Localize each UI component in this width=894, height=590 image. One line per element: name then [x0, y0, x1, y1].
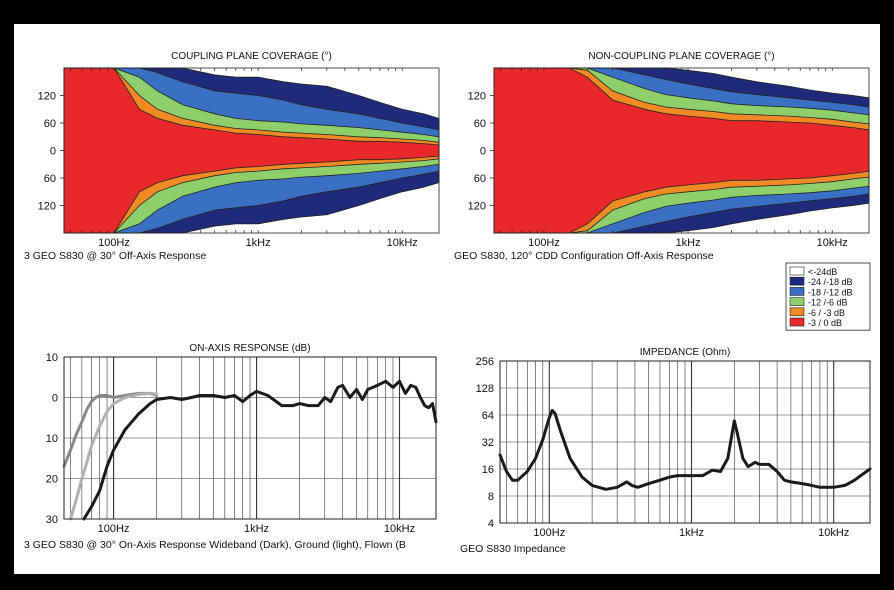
y-tick-label: 60	[474, 173, 486, 185]
y-tick-label: 8	[488, 491, 494, 503]
x-tick-label: 1kHz	[244, 523, 269, 535]
plot-frame	[63, 356, 437, 520]
x-tick-label: 100Hz	[528, 237, 560, 249]
x-tick-label: 100Hz	[98, 523, 130, 535]
y-tick-label: 120	[38, 91, 56, 103]
y-tick-label: 20	[46, 474, 58, 486]
line-chart-2: 10 0 10 20 30 ON-AXIS RESPONSE (dB) 3 GEO S830…	[24, 343, 438, 551]
x-tick-label: 1kHz	[246, 237, 271, 249]
x-tick-label: 100Hz	[98, 237, 130, 249]
legend-label: <-24dB	[808, 267, 837, 277]
y-tick-label: 0	[480, 146, 486, 158]
y-tick-label: 0	[50, 146, 56, 158]
chart-title: COUPLING PLANE COVERAGE (°)	[171, 51, 332, 62]
legend-label: -24 /-18 dB	[808, 277, 853, 287]
charts-canvas: COUPLING PLANE COVERAGE (°) 3 GEO S830 @ …	[24, 51, 872, 555]
x-tick-label: 10kHz	[817, 237, 848, 249]
x-tick-label: 10kHz	[384, 523, 415, 535]
legend-label: -6 / -3 dB	[808, 308, 845, 318]
coverage-chart-1: NON-COUPLING PLANE COVERAGE (°) GEO S830,…	[454, 51, 870, 262]
y-tick-label: 32	[482, 437, 494, 449]
y-tick-label: 30	[46, 514, 58, 526]
y-tick-label: 4	[488, 518, 494, 530]
y-tick-label: 60	[44, 118, 56, 130]
chart-caption: 3 GEO S830 @ 30° On-Axis Response Wideba…	[24, 539, 406, 551]
line-chart-3: 256 128 64 32 16 8 4 IMPEDANCE (Ohm) GEO S830 Im…	[460, 347, 872, 555]
y-tick-label: 120	[468, 201, 486, 213]
series-line	[498, 408, 872, 491]
chart-caption: GEO S830 Impedance	[460, 543, 566, 555]
y-tick-label: 16	[482, 464, 494, 476]
y-tick-label: 0	[52, 393, 58, 405]
legend-label: -3 / 0 dB	[808, 318, 842, 328]
legend-swatch	[789, 317, 805, 327]
y-tick-label: 120	[468, 91, 486, 103]
spec-sheet: COUPLING PLANE COVERAGE (°) 3 GEO S830 @ …	[14, 24, 880, 574]
chart-title: NON-COUPLING PLANE COVERAGE (°)	[588, 51, 774, 62]
chart-caption: 3 GEO S830 @ 30° Off-Axis Response	[24, 250, 206, 262]
legend-swatch	[789, 276, 805, 286]
coverage-legend: <-24dB-24 /-18 dB-18 /-12 dB-12 /-6 dB-6…	[785, 262, 871, 331]
y-tick-label: 10	[46, 433, 58, 445]
x-tick-label: 1kHz	[679, 527, 704, 539]
x-tick-label: 10kHz	[818, 527, 849, 539]
chart-title: ON-AXIS RESPONSE (dB)	[189, 343, 310, 354]
y-tick-label: 10	[46, 352, 58, 364]
y-tick-label: 256	[476, 356, 494, 368]
chart-caption: GEO S830, 120° CDD Configuration Off-Axi…	[454, 250, 714, 262]
plot-frame	[499, 360, 871, 524]
y-tick-label: 64	[482, 410, 494, 422]
series-line	[82, 379, 438, 521]
chart-title: IMPEDANCE (Ohm)	[640, 347, 731, 358]
coverage-chart-0: COUPLING PLANE COVERAGE (°) 3 GEO S830 @ …	[24, 51, 440, 262]
legend-label: -18 /-12 dB	[808, 287, 853, 297]
series-line	[69, 391, 159, 521]
legend-swatch	[789, 266, 805, 276]
legend-label: -12 /-6 dB	[808, 298, 848, 308]
x-tick-label: 10kHz	[387, 237, 418, 249]
y-tick-label: 120	[38, 201, 56, 213]
legend-swatch	[789, 297, 805, 306]
x-tick-label: 1kHz	[676, 237, 701, 249]
y-tick-label: 128	[476, 383, 494, 395]
y-tick-label: 60	[474, 118, 486, 130]
y-tick-label: 60	[44, 173, 56, 185]
legend-swatch	[789, 287, 805, 296]
legend-swatch	[789, 307, 805, 317]
x-tick-label: 100Hz	[533, 527, 565, 539]
